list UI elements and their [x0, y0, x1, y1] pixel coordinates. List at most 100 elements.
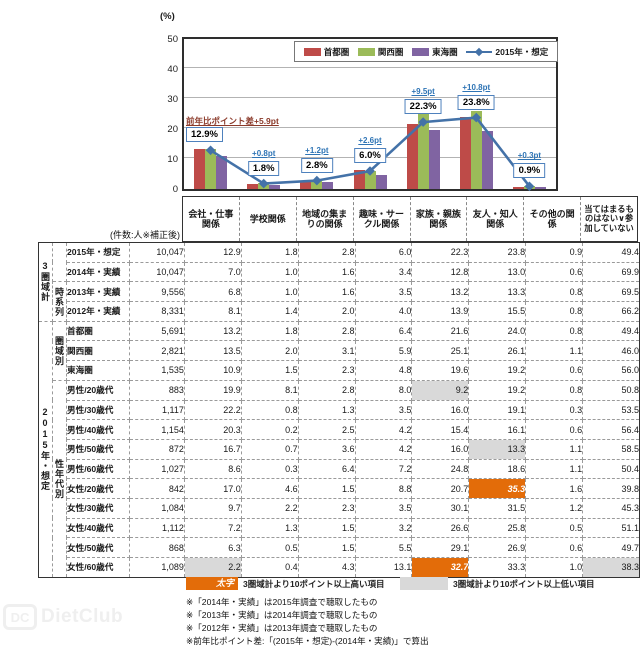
count-cell: 2,821 — [128, 340, 185, 362]
value-cell: 0.4 — [240, 557, 299, 578]
highlight-key: 太字 3圏域計より10ポイント以上高い項目 3圏域計より10ポイント以上低い項目 — [0, 577, 640, 592]
row-label: 関西圏 — [66, 340, 130, 362]
table-row: 男性/60歳代 1,027 8.6 0.3 6.4 7.2 24.8 18.6 1.1 50.4 — [39, 458, 640, 480]
value-cell: 50.8 — [582, 379, 640, 401]
count-cell: 883 — [128, 379, 185, 401]
bar-tokai — [269, 184, 281, 189]
bar-kansai — [470, 110, 482, 189]
value-cell: 5.9 — [354, 340, 413, 362]
table-row: 女性/40歳代 1,112 7.2 1.3 1.5 3.2 26.6 25.8 0.5 51.1 — [39, 517, 640, 539]
count-cell: 9,556 — [128, 281, 185, 303]
count-cell: 868 — [128, 537, 185, 558]
value-cell: 6.0 — [354, 242, 413, 263]
value-cell: 0.6 — [525, 360, 584, 381]
value-cell: 0.8 — [525, 320, 584, 342]
gridline — [184, 97, 556, 98]
row-label: 男性/20歳代 — [66, 379, 130, 401]
count-cell: 1,084 — [128, 497, 185, 519]
table-column-headers: 会社・仕事関係 学校関係 地域の集まりの関係 趣味・サークル関係 家族・親族関係 友人・知… — [182, 196, 638, 242]
annotation-diff-label: +0.8pt — [252, 148, 276, 158]
footnote: ※「2014年・実績」は2015年調査で聴取したもの — [186, 597, 378, 607]
value-cell: 16.1 — [468, 419, 527, 440]
footnote: ※「2013年・実績」は2014年調査で聴取したもの — [186, 610, 378, 620]
legend-line-swatch-icon — [466, 47, 493, 56]
value-cell: 26.1 — [468, 340, 527, 362]
count-cell: 1,154 — [128, 419, 185, 440]
value-cell: 30.1 — [411, 497, 470, 519]
plot-inner-layer — [184, 39, 556, 192]
y-axis-tick-label: 40 — [167, 64, 178, 75]
value-cell: 26.6 — [411, 517, 470, 539]
bar-kansai — [205, 148, 217, 189]
value-cell: 69.9 — [582, 261, 640, 283]
value-cell: 1.1 — [525, 458, 584, 480]
key-high-swatch: 太字 — [186, 577, 238, 590]
value-cell: 4.6 — [240, 478, 299, 499]
value-cell: 7.2 — [354, 458, 413, 480]
table-row: 男性/50歳代 872 16.7 0.7 3.6 4.2 16.0 13.3 1.1 58.5 — [39, 438, 640, 460]
table-row: 女性/30歳代 1,084 9.7 2.2 2.3 3.5 30.1 31.5 1.2 45.3 — [39, 497, 640, 519]
annotation-diff-label: 前年比ポイント差+5.9pt — [186, 116, 279, 127]
value-cell: 6.4 — [354, 320, 413, 342]
value-cell: 6.8 — [183, 281, 242, 303]
table-row: 2014年・実績 10,047 7.0 1.0 1.6 3.4 12.8 13.0 0.6 69.… — [39, 261, 640, 283]
value-cell: 69.5 — [582, 281, 640, 303]
value-cell: 15.4 — [411, 419, 470, 440]
value-cell: 17.0 — [183, 478, 242, 499]
value-cell: 39.8 — [582, 478, 640, 499]
count-cell: 1,027 — [128, 458, 185, 480]
value-cell: 49.4 — [582, 242, 640, 263]
bar-shutoken — [459, 117, 471, 189]
value-cell: 56.4 — [582, 419, 640, 440]
value-cell: 13.3 — [468, 438, 527, 460]
value-cell: 2.8 — [297, 320, 356, 342]
annotation-value-box: 1.8% — [247, 160, 280, 176]
bar-shutoken — [194, 149, 206, 189]
column-header: 学校関係 — [238, 197, 296, 241]
annotation-diff-label: +10.8pt — [462, 82, 491, 92]
row-label: 2012年・実績 — [66, 301, 130, 322]
value-cell: 3.6 — [297, 438, 356, 460]
value-cell: 0.6 — [525, 419, 584, 440]
value-cell: 50.4 — [582, 458, 640, 480]
legend-label: 東海圏 — [432, 46, 458, 57]
value-cell: 2.8 — [297, 242, 356, 263]
value-cell: 1.5 — [240, 360, 299, 381]
value-cell: 6.3 — [183, 537, 242, 558]
value-cell: 19.1 — [468, 399, 527, 421]
value-cell: 7.0 — [183, 261, 242, 283]
value-cell: 1.4 — [240, 301, 299, 322]
y-axis-tick-label: 20 — [167, 124, 178, 135]
legend-item-kansai: 関西圏 — [357, 46, 403, 58]
trend-line-layer — [205, 112, 535, 192]
value-cell: 16.0 — [411, 399, 470, 421]
bar-shutoken — [300, 180, 312, 189]
annotation-value-box: 12.9% — [186, 127, 223, 143]
value-cell: 12.9 — [183, 242, 242, 263]
value-cell: 3.5 — [354, 281, 413, 303]
y-axis-tick-label: 50 — [167, 34, 178, 45]
footnote: ※前年比ポイント差:「(2015年・想定)-(2014年・実績)」で算出 — [186, 636, 429, 646]
value-cell: 1.2 — [525, 497, 584, 519]
bar-kansai — [417, 113, 429, 189]
value-cell: 58.5 — [582, 438, 640, 460]
value-cell: 1.6 — [525, 478, 584, 499]
value-cell: 8.1 — [240, 379, 299, 401]
footnote: ※「2012年・実績」は2013年調査で聴取したもの — [186, 623, 378, 633]
value-cell: 22.2 — [183, 399, 242, 421]
subgroup-label: 性年代別 — [52, 379, 67, 578]
value-cell: 13.9 — [411, 301, 470, 322]
annotation-diff-label: +9.5pt — [411, 87, 435, 97]
watermark-text: DietClub — [41, 606, 124, 627]
value-cell: 19.6 — [411, 360, 470, 381]
value-cell: 3.4 — [354, 261, 413, 283]
value-cell: 25.8 — [468, 517, 527, 539]
value-cell: 3.1 — [297, 340, 356, 362]
legend-swatch-icon — [357, 47, 375, 56]
annotation-diff-label: +0.3pt — [517, 151, 542, 161]
value-cell: 3.5 — [354, 497, 413, 519]
value-cell: 46.0 — [582, 340, 640, 362]
value-cell: 13.1 — [354, 557, 413, 578]
value-cell: 0.3 — [525, 399, 584, 421]
value-cell: 16.0 — [411, 438, 470, 460]
